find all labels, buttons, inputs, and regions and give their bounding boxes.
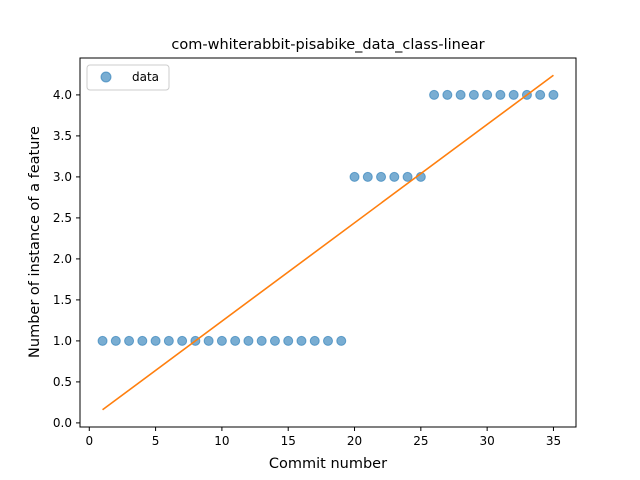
x-tick-label: 0 [85, 434, 93, 448]
data-point [177, 335, 188, 346]
data-point [137, 335, 148, 346]
data-point [323, 335, 333, 346]
y-tick-label: 4.0 [53, 88, 72, 102]
chart-title: com-whiterabbit-pisabike_data_class-line… [171, 37, 484, 53]
data-point [548, 89, 559, 100]
data-point [362, 171, 373, 182]
data-point [508, 89, 519, 100]
data-point [535, 89, 546, 100]
legend-label-data: data [132, 70, 159, 84]
data-point [243, 335, 254, 346]
y-tick-label: 2.5 [53, 211, 72, 225]
y-tick-label: 3.5 [53, 129, 72, 143]
data-point [150, 335, 161, 346]
x-tick-label: 10 [214, 434, 229, 448]
x-tick-label: 25 [413, 434, 428, 448]
data-point [442, 89, 453, 100]
data-point [336, 335, 347, 346]
legend: data [86, 64, 170, 91]
y-tick-label: 2.0 [53, 252, 72, 266]
data-point [230, 335, 241, 346]
y-axis: 0.0 0.5 1.0 1.5 2.0 2.5 3.0 3.5 4.0 [53, 88, 80, 430]
y-tick-label: 1.5 [53, 293, 72, 307]
y-axis-label: Number of instance of a feature [27, 126, 43, 358]
x-axis-label: Commit number [269, 456, 387, 472]
data-point [163, 335, 174, 346]
axes-frame [79, 57, 577, 428]
legend-marker-data [100, 71, 112, 83]
y-tick-label: 0.0 [53, 416, 72, 430]
data-point [402, 171, 413, 182]
data-point [97, 335, 108, 346]
x-tick-label: 35 [546, 434, 561, 448]
data-point [296, 335, 307, 346]
x-tick-label: 15 [281, 434, 296, 448]
data-point [283, 335, 294, 346]
plot-area [97, 74, 559, 411]
x-axis: 0 5 10 15 20 25 30 35 [85, 427, 561, 448]
x-tick-label: 5 [152, 434, 160, 448]
data-point [203, 335, 214, 346]
data-point [376, 171, 387, 182]
data-point [429, 89, 440, 100]
data-point [349, 171, 360, 182]
y-tick-label: 0.5 [53, 375, 72, 389]
data-point [256, 335, 267, 346]
data-point [389, 171, 400, 182]
data-point [455, 89, 466, 100]
y-tick-label: 3.0 [53, 170, 72, 184]
legend-box [86, 64, 170, 91]
data-point [269, 335, 280, 346]
data-point [468, 89, 479, 100]
data-point [309, 335, 320, 346]
x-tick-label: 20 [347, 434, 362, 448]
fit-line [102, 74, 554, 411]
x-tick-label: 30 [480, 434, 495, 448]
data-point [124, 335, 135, 346]
data-point [216, 335, 227, 346]
data-point [110, 335, 121, 346]
data-point [482, 89, 493, 100]
data-point [495, 89, 506, 100]
y-tick-label: 1.0 [53, 334, 72, 348]
